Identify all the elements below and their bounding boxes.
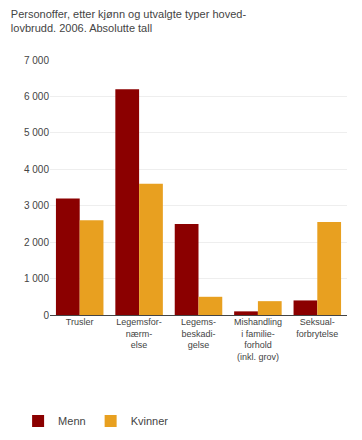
svg-text:Menn: Menn [58, 415, 86, 427]
svg-text:Personoffer, etter kjønn og ut: Personoffer, etter kjønn og utvalgte typ… [11, 8, 247, 34]
svg-text:4 000: 4 000 [24, 164, 49, 175]
svg-text:Trusler: Trusler [66, 317, 94, 327]
svg-text:3 000: 3 000 [24, 200, 49, 211]
svg-text:5 000: 5 000 [24, 127, 49, 138]
svg-text:2 000: 2 000 [24, 237, 49, 248]
svg-text:Seksual-forbrytelse: Seksual-forbrytelse [296, 317, 338, 339]
svg-text:Legems-beskadi-gelse: Legems-beskadi-gelse [181, 317, 216, 350]
svg-text:6 000: 6 000 [24, 91, 49, 102]
svg-text:Kvinner: Kvinner [131, 415, 169, 427]
svg-text:1 000: 1 000 [24, 273, 49, 284]
svg-text:Legemsfor-nærm-else: Legemsfor-nærm-else [116, 317, 162, 350]
svg-text:Mishandlingi familie-forhold(i: Mishandlingi familie-forhold(inkl. grov) [234, 317, 282, 362]
svg-text:0: 0 [43, 310, 49, 321]
svg-text:7 000: 7 000 [24, 55, 49, 66]
